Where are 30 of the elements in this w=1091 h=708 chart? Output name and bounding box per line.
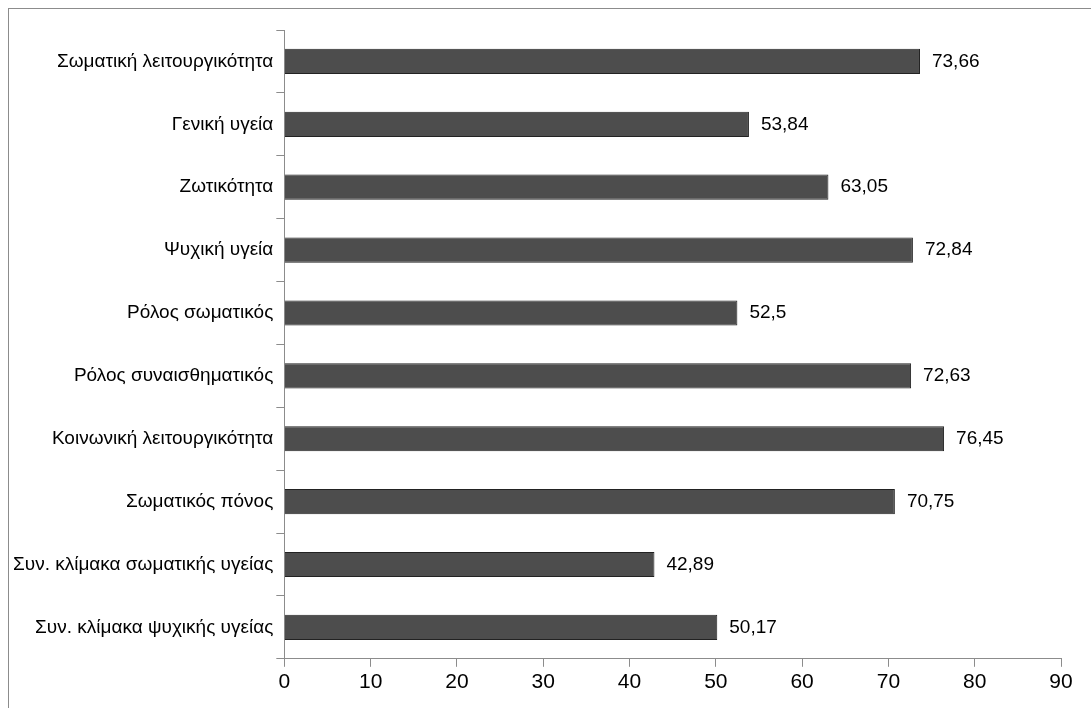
y-tick-label: Συν. κλίμακα ψυχικής υγείας xyxy=(35,615,274,637)
x-tick-label: 20 xyxy=(445,669,469,693)
data-label: 73,66 xyxy=(931,49,980,71)
data-label: 50,17 xyxy=(729,615,777,637)
data-label: 63,05 xyxy=(840,175,888,197)
data-label: 72,63 xyxy=(923,364,971,386)
y-tick-label: Σωματικός πόνος xyxy=(125,489,274,511)
data-label: 53,84 xyxy=(760,112,809,134)
y-tick-label: Ψυχική υγεία xyxy=(163,238,274,260)
data-label: 72,84 xyxy=(924,238,973,260)
y-tick-label: Συν. κλίμακα σωματικής υγείας xyxy=(12,552,274,574)
data-label: 76,45 xyxy=(956,426,1004,448)
y-tick-label: Ζωτικότητα xyxy=(179,175,274,197)
x-tick-label: 60 xyxy=(790,669,814,693)
data-label: 70,75 xyxy=(906,489,955,511)
x-tick-label: 10 xyxy=(358,669,383,693)
x-tick-label: 80 xyxy=(963,669,987,693)
y-tick-label: Κοινωνική λειτουργικότητα xyxy=(51,426,274,448)
x-tick-label: 90 xyxy=(1049,669,1073,693)
x-tick-label: 0 xyxy=(278,669,291,693)
x-tick-label: 40 xyxy=(617,669,642,693)
y-tick-label: Γενική υγεία xyxy=(171,112,274,134)
x-tick-label: 50 xyxy=(704,669,728,693)
data-label: 52,5 xyxy=(749,301,787,323)
y-tick-label: Σωματική λειτουργικότητα xyxy=(56,49,274,71)
y-tick-label: Ρόλος συναισθηματικός xyxy=(73,364,274,386)
y-tick-label: Ρόλος σωματικός xyxy=(127,301,274,323)
data-label: 42,89 xyxy=(666,552,714,574)
x-tick-label: 70 xyxy=(876,669,901,693)
x-tick-label: 30 xyxy=(531,669,555,693)
